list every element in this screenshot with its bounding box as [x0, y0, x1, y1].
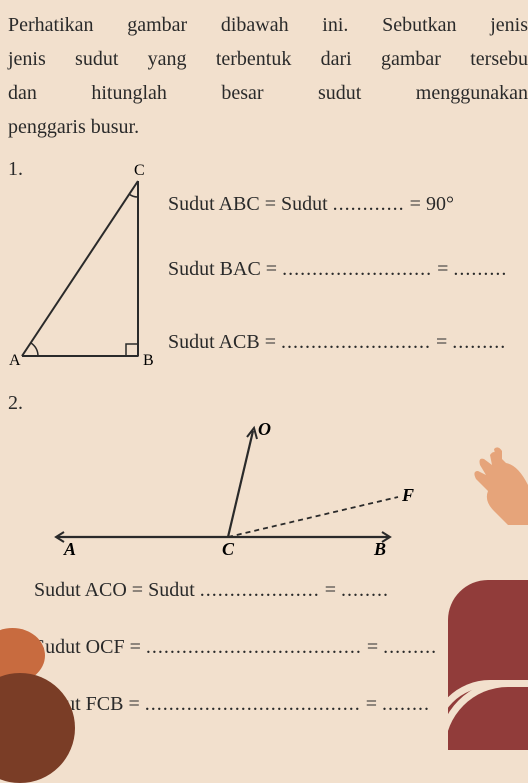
- label-F: F: [401, 485, 414, 505]
- p1-line-abc: Sudut ABC = Sudut ............ = 90°: [168, 193, 507, 216]
- word: besar: [221, 76, 263, 110]
- instruction-text: Perhatikan gambar dibawah ini. Sebutkan …: [8, 8, 528, 144]
- word: jenis: [490, 8, 528, 42]
- label-O: O: [258, 419, 271, 439]
- word: terbentuk: [216, 42, 292, 76]
- word: Perhatikan: [8, 8, 94, 42]
- word: gambar: [381, 42, 441, 76]
- word: menggunakan: [416, 76, 528, 110]
- word: dari: [321, 42, 352, 76]
- word: sudut: [318, 76, 361, 110]
- word: Sebutkan: [382, 8, 456, 42]
- label-C: C: [222, 539, 235, 559]
- p1-line-acb: Sudut ACB = ......................... = …: [168, 331, 507, 354]
- word: jenis: [8, 42, 46, 76]
- triangle-diagram: A B C: [8, 161, 168, 376]
- hand-illustration: [458, 445, 528, 525]
- word: dan: [8, 76, 37, 110]
- word: sudut: [75, 42, 118, 76]
- instruction-line4: penggaris busur.: [8, 110, 528, 144]
- word: gambar: [127, 8, 187, 42]
- label-C: C: [134, 162, 145, 179]
- word: hitunglah: [91, 76, 167, 110]
- word: dibawah: [221, 8, 289, 42]
- word: ini.: [322, 8, 348, 42]
- p1-line-bac: Sudut BAC = ......................... = …: [168, 258, 507, 281]
- label-A: A: [63, 539, 76, 559]
- angle-diagram: A C B O F: [38, 419, 438, 559]
- label-B: B: [373, 539, 386, 559]
- sleeve-shape: [448, 580, 528, 750]
- label-A: A: [9, 352, 21, 369]
- word: tersebu: [470, 42, 528, 76]
- word: yang: [148, 42, 187, 76]
- label-B: B: [143, 352, 154, 369]
- problem-1: A B C Sudut ABC = Sudut ............ = 9…: [8, 161, 528, 386]
